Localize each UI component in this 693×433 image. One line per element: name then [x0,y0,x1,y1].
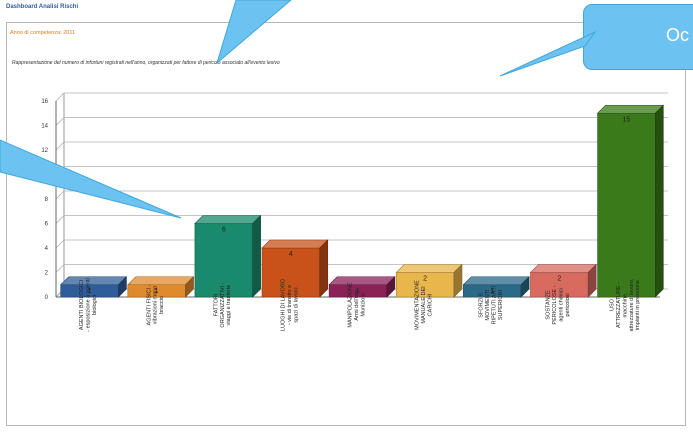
y-tick-label: 8 [45,197,49,203]
bar-side [185,276,194,298]
data-label: 2 [423,276,427,283]
x-tick-label: MANIPOLAZIONEArmi dell'usoMunizioni [348,282,367,328]
x-tick-label: LUOGHI DI LAVORO- vie di transito espazi… [280,278,299,331]
bar [261,247,321,298]
y-tick-label: 4 [45,246,49,252]
bar-side [655,104,664,298]
bar-side [520,276,530,298]
data-label: 4 [289,251,293,258]
y-tick-label: 16 [41,99,48,105]
bar [597,112,656,298]
data-label: 15 [623,116,631,123]
bar-top [462,276,530,286]
x-tick-label: FATTORIORGANIZZATIVI -viaggi e trasferte [213,282,232,327]
bar-side [453,263,463,298]
y-tick-label: 12 [41,148,48,154]
y-tick-label: 0 [45,295,49,301]
x-tick-label: USOATTREZZATURE -macchine,attrezzature d… [610,278,642,331]
grid-line-depth [55,264,65,273]
bar-top [529,264,597,273]
bar [395,272,455,298]
data-label: 1 [155,288,159,295]
callout-text: Oc [666,25,690,45]
bar-top [194,215,262,224]
bar-side [118,276,127,298]
grid-line-depth [55,239,65,249]
bar-side [252,214,261,298]
x-tick-label: MOVIMENTAZIONEMANUALE DEICARICHI [415,280,434,330]
dashboard-header: Dashboard Analisi Rischi [6,4,79,10]
bar-top [395,264,463,273]
panel-title: Anno di competenza: 2011 [10,30,76,36]
y-tick-label: 2 [45,271,49,277]
x-tick-label: SOSTANZEPERICOLOSE -agenti chimiciperico… [546,285,571,324]
grid-line-depth [55,117,65,126]
bar-top [127,276,195,286]
x-tick-label: AGENTI FISICI -vibrazioni manobraccio [146,284,165,325]
callout-box: Oc [583,4,693,70]
y-tick-label: 14 [41,124,48,130]
bar [194,223,253,298]
data-label: 1 [356,288,360,295]
bar-top [261,239,329,249]
y-tick-label: 10 [41,173,48,179]
chart-panel [6,22,686,426]
data-label: 2 [557,276,561,283]
bar-side [319,239,329,298]
grid-line-depth [55,92,65,102]
y-tick-label: 6 [45,222,49,228]
x-tick-label: SFORZI EMOVIMENTIRIPETUTI ARTISUPERIORI [479,285,504,324]
data-label: 1 [88,288,92,295]
data-label: 1 [490,288,494,295]
bar-top [328,276,396,286]
bar-top [59,276,128,286]
grid-line-depth [55,190,65,200]
bar [530,272,589,298]
chart-description: Rappresentazione del numero di infortuni… [12,60,280,66]
bar-side [386,276,396,298]
data-label: 6 [222,227,226,234]
grid-line-depth [55,166,65,175]
bar-side [587,263,597,298]
grid-line-depth [55,215,65,224]
x-tick-label: AGENTI BIOLOGICI- esposizione a agentibi… [79,278,98,332]
bar-top [596,104,665,114]
grid-line-depth [55,141,65,151]
